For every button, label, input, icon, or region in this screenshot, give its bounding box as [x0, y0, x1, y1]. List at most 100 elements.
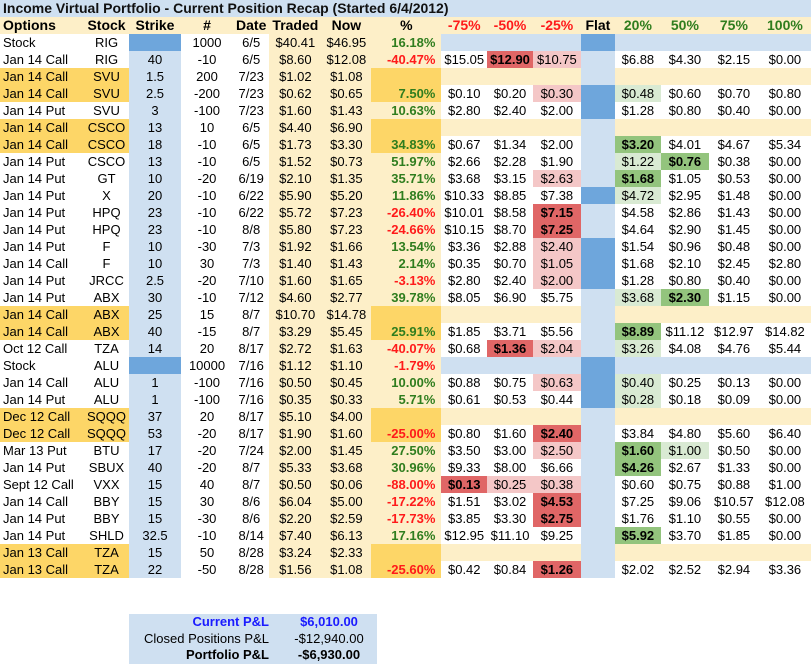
cell-plus20[interactable]: $3.84	[621, 426, 655, 441]
cell-minus25[interactable]	[532, 544, 581, 561]
cell-num[interactable]: 15	[199, 307, 215, 322]
cell-traded[interactable]: $0.35	[269, 391, 322, 408]
cell-pct[interactable]: 30.96%	[371, 459, 442, 476]
cell-minus25[interactable]	[532, 357, 581, 374]
cell-minus50[interactable]	[487, 544, 533, 561]
cell-num[interactable]: 10000	[188, 358, 226, 373]
cell-option[interactable]: Jan 14 Call	[3, 52, 69, 67]
cell-minus25[interactable]: $2.75	[532, 510, 581, 527]
cell-date[interactable]: 6/22	[238, 205, 264, 220]
cell-plus75[interactable]	[708, 306, 759, 323]
cell-plus75[interactable]: $2.15	[717, 52, 751, 67]
cell-stock[interactable]: GT	[97, 171, 116, 186]
cell-stock[interactable]: F	[102, 256, 111, 271]
cell-stock[interactable]: SBUX	[88, 460, 125, 475]
cell-stock[interactable]: BTU	[93, 443, 120, 458]
cell-minus25[interactable]: $4.53	[532, 493, 581, 510]
cell-plus100[interactable]: $0.00	[768, 511, 802, 526]
cell-minus75[interactable]: $0.88	[447, 375, 481, 390]
cell-minus75[interactable]: $10.15	[444, 222, 485, 237]
cell-minus75[interactable]: $3.36	[447, 239, 481, 254]
cell-traded[interactable]: $1.73	[269, 136, 322, 153]
cell-strike[interactable]: 23	[129, 221, 182, 238]
cell-strike[interactable]: 23	[129, 204, 182, 221]
cell-now[interactable]: $0.33	[321, 391, 372, 408]
cell-pct[interactable]: 2.14%	[371, 255, 442, 272]
cell-date[interactable]: 6/5	[242, 137, 261, 152]
cell-plus50[interactable]: $1.00	[660, 442, 709, 459]
cell-plus100[interactable]: $0.00	[768, 392, 802, 407]
cell-traded[interactable]: $1.90	[269, 425, 322, 442]
cell-traded[interactable]: $6.04	[269, 493, 322, 510]
cell-minus25[interactable]	[532, 119, 581, 136]
cell-minus50[interactable]: $0.53	[493, 392, 527, 407]
cell-now[interactable]: $6.13	[321, 527, 372, 544]
cell-plus50[interactable]: $0.80	[668, 273, 702, 288]
cell-traded[interactable]: $10.70	[269, 306, 322, 323]
cell-now[interactable]: $1.66	[321, 238, 372, 255]
cell-date[interactable]: 8/7	[242, 460, 261, 475]
cell-minus50[interactable]: $3.15	[493, 171, 527, 186]
cell-traded[interactable]: $5.33	[269, 459, 322, 476]
cell-now[interactable]: $4.00	[321, 408, 372, 425]
cell-num[interactable]: -30	[197, 511, 217, 526]
cell-plus75[interactable]: $0.40	[717, 103, 751, 118]
cell-plus100[interactable]: $0.00	[768, 205, 802, 220]
cell-strike[interactable]: 32.5	[129, 527, 182, 544]
cell-option[interactable]: Jan 14 Put	[3, 511, 66, 526]
cell-flat[interactable]	[580, 238, 615, 255]
cell-plus50[interactable]: $4.80	[668, 426, 702, 441]
cell-minus75[interactable]: $3.50	[447, 443, 481, 458]
cell-minus50[interactable]: $3.71	[493, 324, 527, 339]
cell-minus75[interactable]	[441, 119, 488, 136]
cell-pct[interactable]: 11.86%	[371, 187, 442, 204]
cell-plus20[interactable]: $7.25	[621, 494, 655, 509]
cell-plus50[interactable]: $0.75	[668, 477, 702, 492]
cell-pct[interactable]: -17.73%	[371, 510, 442, 527]
cell-flat[interactable]	[580, 459, 615, 476]
cell-plus75[interactable]	[708, 68, 759, 85]
cell-plus100[interactable]: $6.40	[768, 426, 802, 441]
cell-date[interactable]: 8/7	[242, 307, 261, 322]
cell-plus100[interactable]: $1.00	[768, 477, 802, 492]
cell-plus75[interactable]: $1.85	[717, 528, 751, 543]
cell-stock[interactable]: TZA	[84, 544, 130, 561]
cell-num[interactable]: 50	[199, 545, 215, 560]
cell-strike[interactable]: 14	[129, 340, 182, 357]
cell-plus20[interactable]: $1.60	[614, 442, 661, 459]
cell-plus50[interactable]	[660, 544, 709, 561]
cell-stock[interactable]: CSCO	[87, 154, 126, 169]
cell-strike[interactable]: 20	[129, 187, 182, 204]
cell-minus50[interactable]	[487, 306, 533, 323]
cell-plus20[interactable]	[614, 306, 661, 323]
cell-date[interactable]: 8/7	[242, 477, 261, 492]
cell-stock[interactable]: BBY	[93, 511, 120, 526]
cell-plus50[interactable]	[660, 34, 709, 51]
cell-plus20[interactable]: $4.58	[621, 205, 655, 220]
cell-plus75[interactable]: $0.53	[717, 171, 751, 186]
cell-flat[interactable]	[580, 323, 615, 340]
cell-strike[interactable]: 40	[129, 51, 182, 68]
cell-date[interactable]: 7/12	[238, 290, 264, 305]
cell-date[interactable]: 8/6	[242, 494, 261, 509]
cell-plus100[interactable]: $14.82	[765, 324, 805, 339]
cell-minus50[interactable]: $8.58	[493, 205, 527, 220]
cell-minus75[interactable]: $8.05	[447, 290, 481, 305]
cell-plus75[interactable]: $1.15	[717, 290, 751, 305]
cell-num[interactable]: 200	[196, 69, 218, 84]
cell-now[interactable]: $1.65	[321, 272, 372, 289]
cell-flat[interactable]	[580, 272, 615, 289]
cell-strike[interactable]: 22	[129, 561, 182, 578]
cell-date[interactable]: 6/19	[238, 171, 264, 186]
cell-plus20[interactable]: $4.26	[614, 459, 661, 476]
cell-minus25[interactable]: $7.25	[532, 221, 581, 238]
cell-plus75[interactable]: $0.13	[717, 375, 751, 390]
cell-plus100[interactable]: $0.80	[768, 86, 802, 101]
cell-date[interactable]: 7/24	[238, 443, 264, 458]
cell-now[interactable]: $0.45	[321, 374, 372, 391]
cell-num[interactable]: -20	[197, 426, 217, 441]
cell-minus75[interactable]: $0.68	[447, 341, 481, 356]
cell-date[interactable]: 7/16	[238, 375, 264, 390]
cell-stock[interactable]: ALU	[93, 358, 120, 373]
cell-minus50[interactable]: $8.00	[493, 460, 527, 475]
